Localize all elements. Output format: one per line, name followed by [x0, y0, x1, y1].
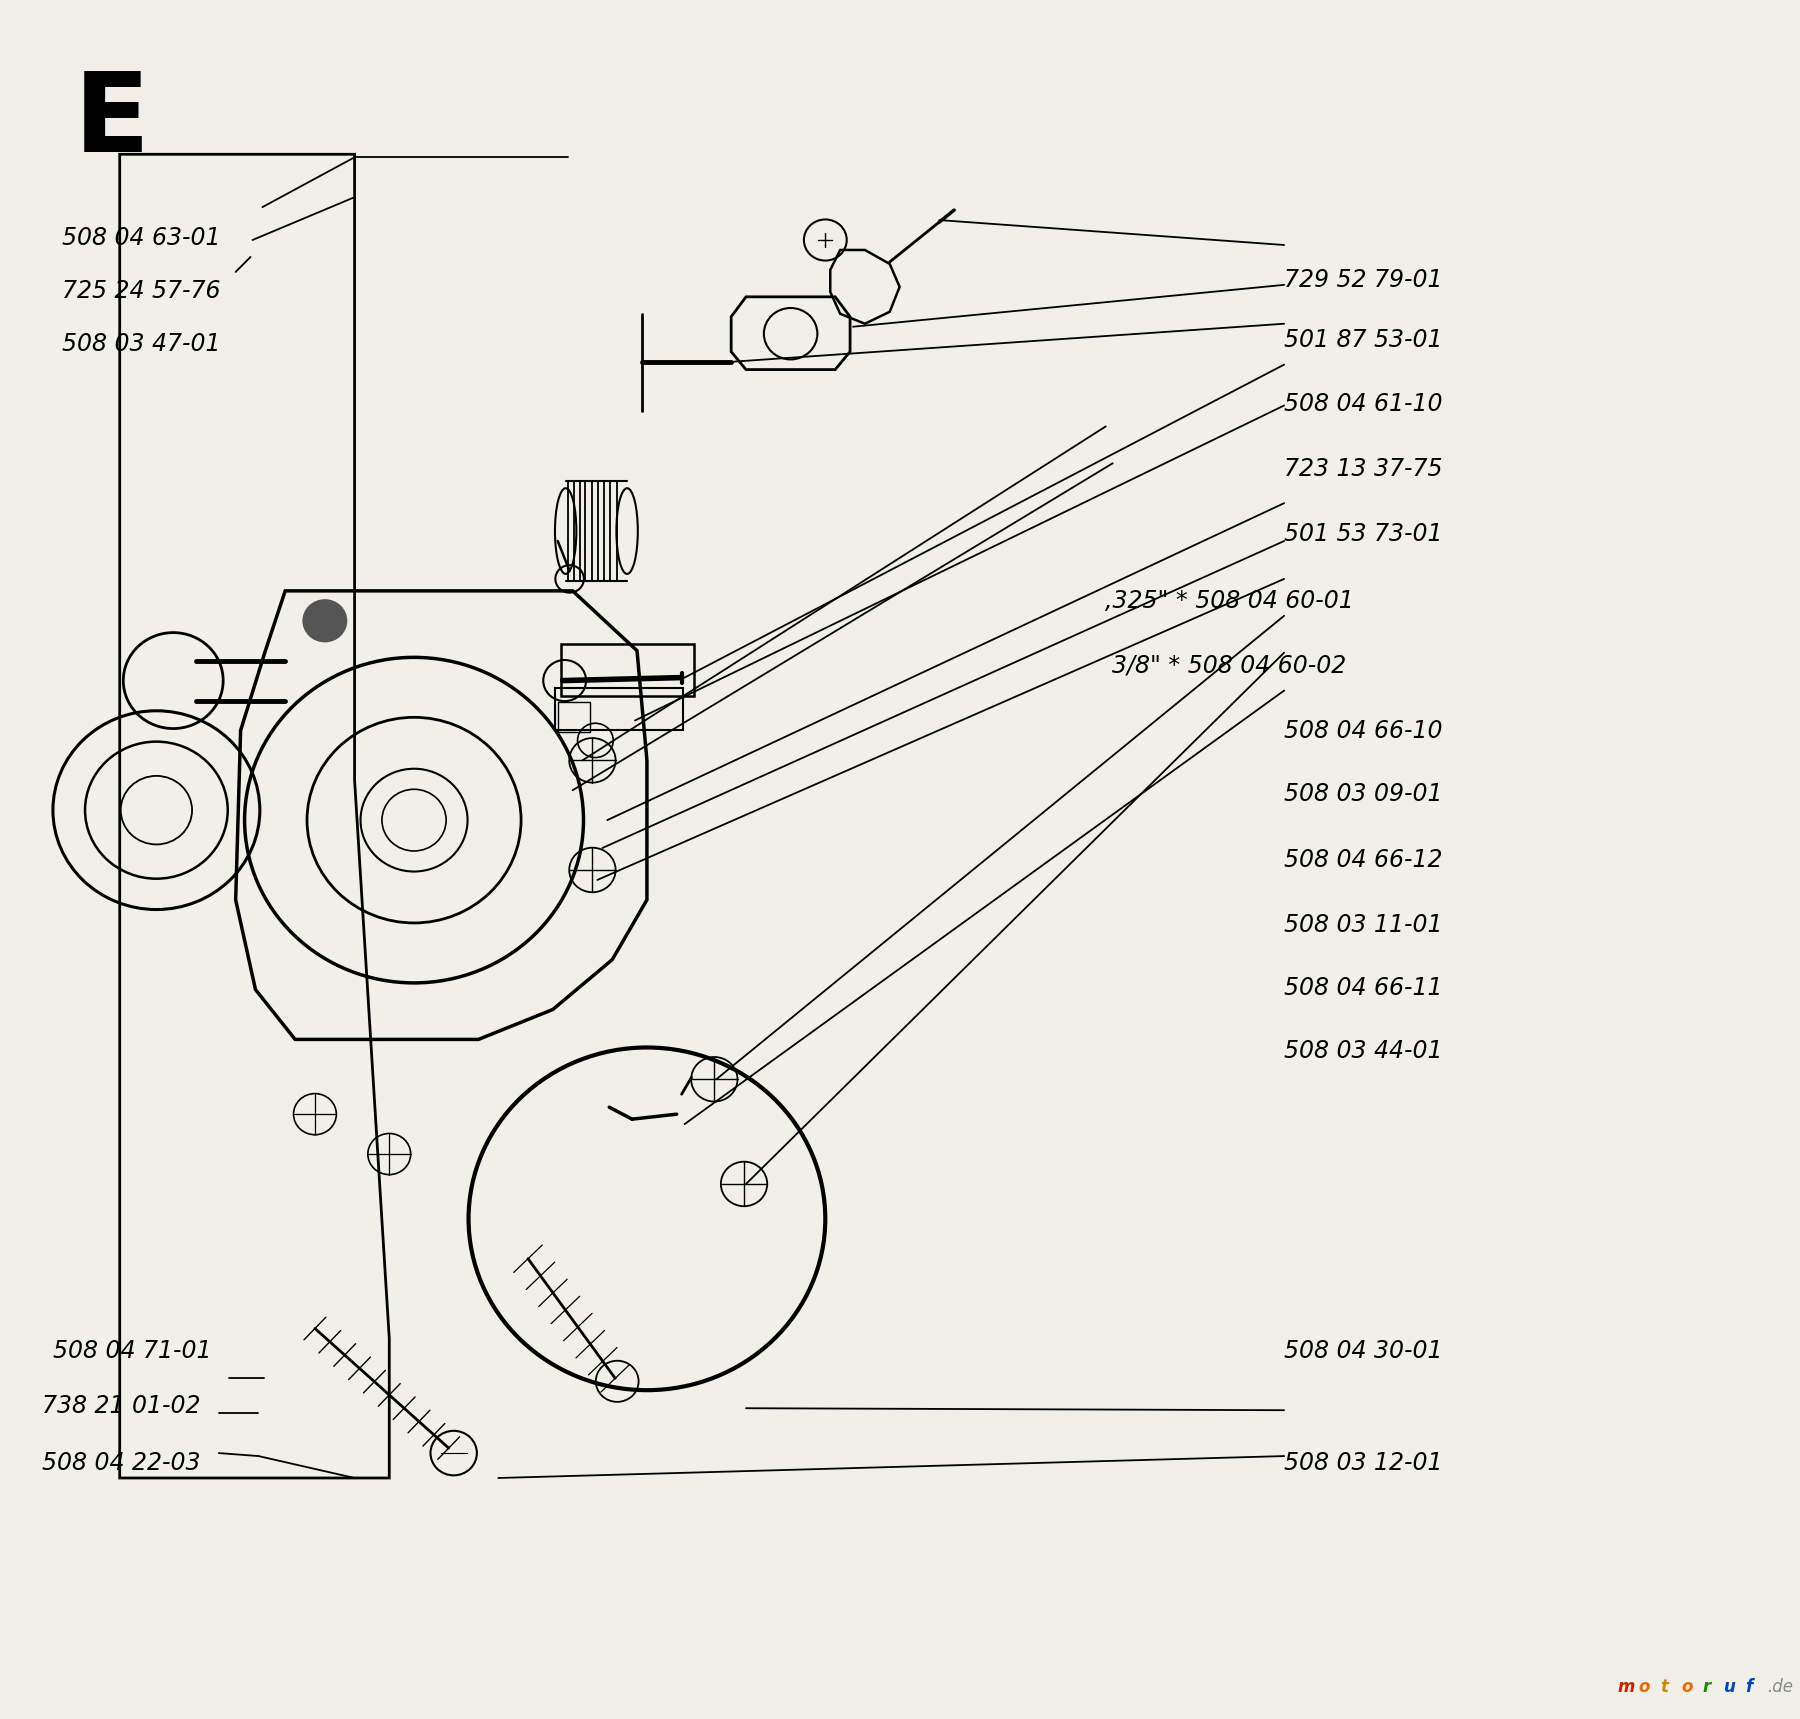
Text: 723 13 37-75: 723 13 37-75 [1283, 457, 1442, 481]
Bar [558, 701, 590, 732]
Bar [554, 688, 684, 731]
Text: 508 04 66-12: 508 04 66-12 [1283, 847, 1442, 872]
Text: E: E [74, 67, 149, 175]
Text: 729 52 79-01: 729 52 79-01 [1283, 268, 1442, 292]
Text: 508 04 30-01: 508 04 30-01 [1283, 1339, 1442, 1363]
Text: o: o [1638, 1678, 1651, 1695]
Text: 508 03 44-01: 508 03 44-01 [1283, 1040, 1442, 1064]
Text: 508 04 66-11: 508 04 66-11 [1283, 976, 1442, 1000]
Text: 508 03 09-01: 508 03 09-01 [1283, 782, 1442, 806]
Text: 508 03 47-01: 508 03 47-01 [61, 332, 220, 356]
Bar [562, 645, 695, 696]
Text: 501 87 53-01: 501 87 53-01 [1283, 328, 1442, 352]
Text: 508 04 71-01: 508 04 71-01 [52, 1339, 211, 1363]
Circle shape [304, 600, 346, 641]
Text: 738 21 01-02: 738 21 01-02 [41, 1394, 200, 1418]
Text: 725 24 57-76: 725 24 57-76 [61, 278, 220, 303]
Text: r: r [1703, 1678, 1712, 1695]
Text: 508 04 66-10: 508 04 66-10 [1283, 719, 1442, 743]
Text: .de: .de [1768, 1678, 1793, 1695]
Text: 508 04 22-03: 508 04 22-03 [41, 1451, 200, 1475]
Text: u: u [1724, 1678, 1735, 1695]
Text: f: f [1746, 1678, 1753, 1695]
Text: 501 53 73-01: 501 53 73-01 [1283, 523, 1442, 547]
Text: ,325" * 508 04 60-01: ,325" * 508 04 60-01 [1105, 590, 1354, 612]
Text: 3/8" * 508 04 60-02: 3/8" * 508 04 60-02 [1112, 653, 1346, 677]
Text: m: m [1616, 1678, 1634, 1695]
Text: o: o [1681, 1678, 1692, 1695]
Text: 508 03 12-01: 508 03 12-01 [1283, 1451, 1442, 1475]
Text: t: t [1660, 1678, 1669, 1695]
Text: 508 04 61-10: 508 04 61-10 [1283, 392, 1442, 416]
Text: 508 03 11-01: 508 03 11-01 [1283, 913, 1442, 937]
Text: 508 04 63-01: 508 04 63-01 [61, 225, 220, 249]
